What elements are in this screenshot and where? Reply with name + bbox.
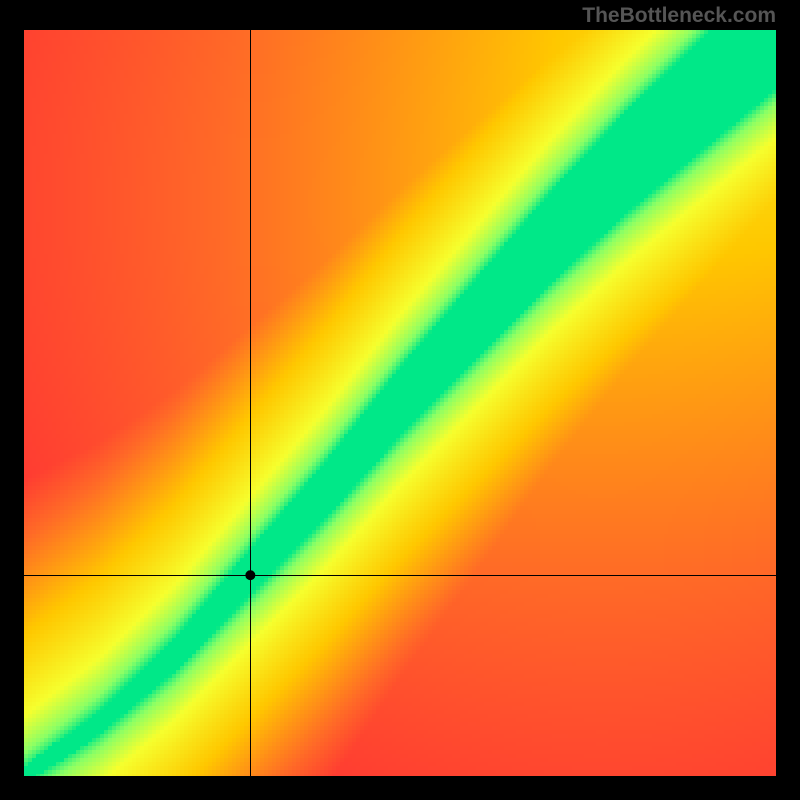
- chart-container: TheBottleneck.com: [0, 0, 800, 800]
- heatmap-canvas: [24, 30, 776, 776]
- attribution-watermark: TheBottleneck.com: [582, 4, 776, 28]
- heatmap-plot-area: [24, 30, 776, 776]
